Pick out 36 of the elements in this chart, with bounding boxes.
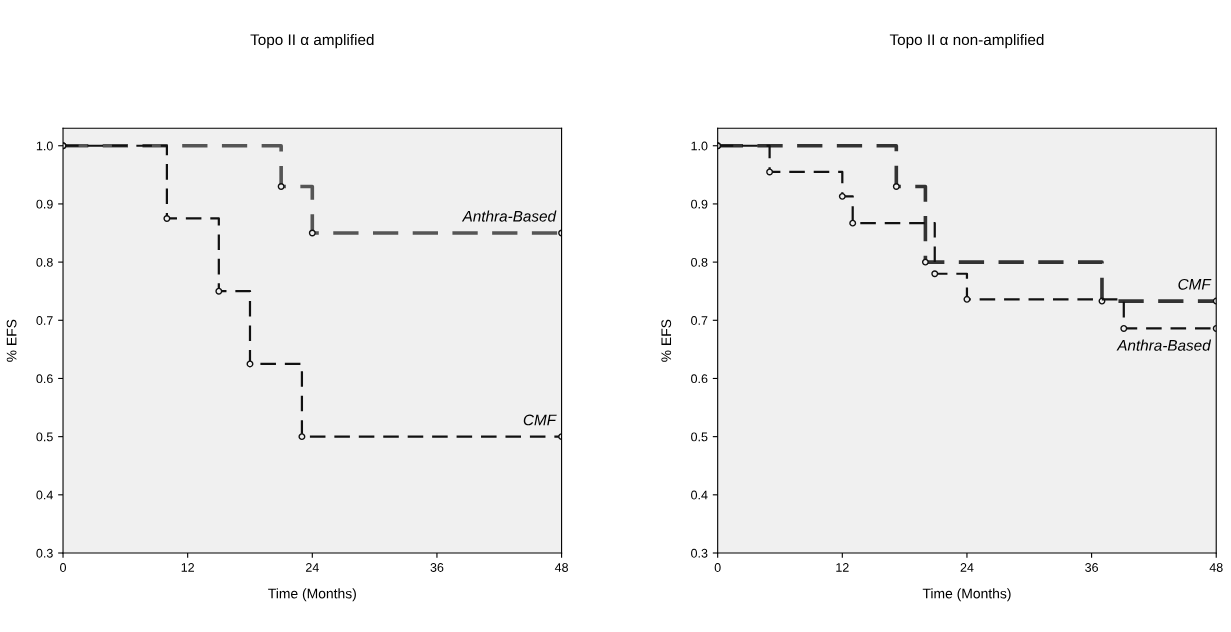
y-tick-label: 0.7 (36, 316, 53, 325)
x-tick-label: 0 (60, 563, 67, 572)
x-tick-label: 24 (960, 563, 974, 572)
y-tick-label: 0.3 (36, 548, 53, 558)
y-tick-label: 0.7 (691, 316, 708, 325)
y-tick-label: 0.9 (691, 199, 708, 209)
y-tick-label: 0.6 (691, 374, 708, 384)
y-tick-label: 1.0 (36, 141, 53, 151)
y-tick-label: 0.3 (691, 548, 708, 558)
y-tick-label: 0.6 (36, 374, 53, 384)
y-tick-label: 0.8 (691, 257, 708, 267)
chart-title: Topo II α amplified (250, 33, 374, 49)
y-axis-title: % EFS (661, 319, 672, 362)
x-tick-label: 12 (836, 563, 849, 572)
series-label: CMF (523, 414, 557, 426)
x-axis-title: Time (Months) (922, 588, 1011, 602)
y-tick-label: 0.4 (36, 490, 53, 500)
x-tick-label: 24 (305, 563, 319, 572)
y-axis-title: % EFS (6, 319, 17, 362)
y-tick-label: 0.8 (36, 257, 53, 267)
x-tick-label: 12 (181, 563, 194, 572)
x-tick-label: 36 (1085, 563, 1098, 572)
y-tick-label: 0.9 (36, 199, 53, 209)
series-label: CMF (1178, 278, 1212, 290)
y-tick-label: 0.5 (36, 432, 53, 442)
series-label: Anthra-Based (461, 210, 557, 222)
x-tick-label: 36 (430, 563, 444, 572)
chart-title: Topo II α non-amplified (889, 33, 1044, 49)
y-tick-label: 0.5 (691, 432, 708, 442)
x-tick-label: 48 (554, 563, 568, 572)
y-tick-label: 1.0 (691, 141, 708, 151)
x-tick-label: 48 (1209, 563, 1223, 572)
series-label: Anthra-Based (1116, 339, 1212, 351)
x-axis-title: Time (Months) (268, 588, 356, 602)
y-tick-label: 0.4 (691, 490, 708, 500)
x-tick-label: 0 (714, 563, 721, 572)
